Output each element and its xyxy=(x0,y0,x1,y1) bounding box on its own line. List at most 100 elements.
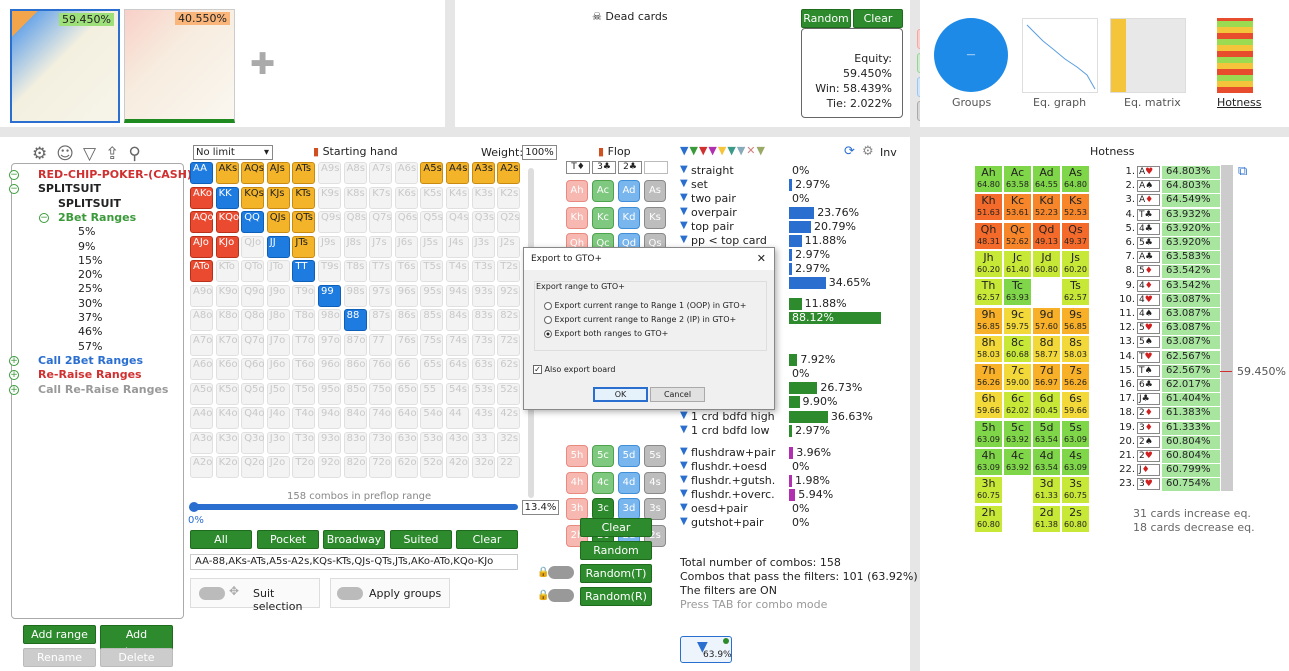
hotness-card[interactable]: 6d 60.45 xyxy=(1033,392,1060,419)
filter-label[interactable]: straight xyxy=(691,164,734,177)
hand-cell[interactable]: K7s xyxy=(369,186,393,209)
hand-cell[interactable]: 82s xyxy=(497,309,521,331)
hotness-card[interactable]: Ac 63.58 xyxy=(1004,166,1031,192)
expand-icon[interactable]: + xyxy=(9,370,19,381)
filter-teal-icon[interactable]: ▼ xyxy=(727,144,737,157)
filter-icon[interactable]: ▽ xyxy=(82,144,106,164)
flop-card-button[interactable]: As xyxy=(644,180,666,202)
hand-cell[interactable]: K6s xyxy=(394,186,418,209)
hotness-card[interactable]: 6h 59.66 xyxy=(975,392,1002,419)
hotness-card[interactable]: Ah 64.80 xyxy=(975,166,1002,192)
weight-input[interactable]: 100% xyxy=(522,145,557,160)
tab-hotness-label[interactable]: Hotness xyxy=(1217,96,1262,109)
hotness-card[interactable]: 4s 63.09 xyxy=(1062,449,1089,475)
hand-cell[interactable]: J9s xyxy=(318,235,341,258)
hotness-card[interactable]: Ad 64.55 xyxy=(1033,166,1060,192)
hand-cell[interactable]: A5s xyxy=(420,162,444,184)
filter-funnel-icon[interactable]: ▼ xyxy=(680,234,688,245)
flop-card-button[interactable]: Kc xyxy=(592,206,614,229)
tree-item[interactable]: RED-CHIP-POKER-(CASH) xyxy=(38,168,192,181)
flop-card-button[interactable]: Ah xyxy=(566,180,588,202)
hand-cell[interactable]: T5o xyxy=(292,382,316,405)
hand-cell[interactable]: J6o xyxy=(266,358,290,380)
popout-icon[interactable]: ⧉ xyxy=(1238,164,1248,179)
hand-cell[interactable]: A8o xyxy=(190,309,213,331)
refresh-icon[interactable]: ⟳ xyxy=(844,144,855,159)
hotness-card[interactable]: Kh 51.63 xyxy=(975,194,1002,221)
toggle-switch[interactable] xyxy=(199,587,225,600)
hand-cell[interactable]: 53o xyxy=(420,431,444,454)
hand-cell[interactable]: 73s xyxy=(471,333,495,356)
hand-cell[interactable]: 75s xyxy=(420,333,444,356)
hand-cell[interactable]: QJs xyxy=(266,211,290,233)
option-range1[interactable]: Export current range to Range 1 (OOP) in… xyxy=(544,301,746,310)
hand-cell[interactable]: 75o xyxy=(369,382,393,405)
filter-label[interactable]: 1 crd bdfd high xyxy=(691,410,775,423)
hand-cell[interactable]: 76s xyxy=(394,333,418,356)
hand-cell[interactable]: A3o xyxy=(190,431,213,454)
hotness-card[interactable]: Th 62.57 xyxy=(975,279,1002,306)
hand-cell[interactable]: 64s xyxy=(446,358,469,380)
lock-icon[interactable]: 🔒 xyxy=(537,590,550,601)
hand-cell[interactable]: 65o xyxy=(394,382,418,405)
hotness-card[interactable]: 7h 56.26 xyxy=(975,364,1002,391)
invert-label[interactable]: Inv xyxy=(880,146,897,159)
hand-cell[interactable]: Q9s xyxy=(318,211,341,233)
hand-cell[interactable]: A7o xyxy=(190,333,213,356)
hotness-card[interactable]: 5c 63.92 xyxy=(1004,420,1031,447)
tree-item[interactable]: 2Bet Ranges xyxy=(58,210,137,224)
filter-funnel-icon[interactable]: ▼ xyxy=(680,178,688,189)
expand-icon[interactable]: − xyxy=(9,184,19,195)
hand-cell[interactable]: K5s xyxy=(420,186,444,209)
hand-cell[interactable]: A7s xyxy=(369,162,393,184)
hand-cell[interactable]: J5o xyxy=(266,382,290,405)
filter-funnel-icon[interactable]: ▼ xyxy=(680,474,688,485)
hand-cell[interactable]: A2s xyxy=(497,162,521,184)
filter-lime-icon[interactable]: ▼ xyxy=(756,144,766,157)
hotness-card[interactable]: As 64.80 xyxy=(1062,166,1089,192)
hand-cell[interactable]: 33 xyxy=(471,431,495,454)
hand-cell[interactable]: 52s xyxy=(497,382,521,405)
lock-icon[interactable]: 🔒 xyxy=(537,567,550,578)
flop-card-button[interactable]: Ac xyxy=(592,180,614,202)
hand-cell[interactable]: T9s xyxy=(318,260,341,282)
hand-cell[interactable]: T8s xyxy=(343,260,367,282)
filter-funnel-icon[interactable]: ▼ xyxy=(680,460,688,471)
export-icon[interactable]: ⇪ xyxy=(105,144,129,164)
filter-label[interactable]: flushdr.+overc. xyxy=(691,488,775,501)
filter-label[interactable]: pp < top card xyxy=(691,234,767,247)
hotness-card[interactable]: 5h 63.09 xyxy=(975,420,1002,447)
hotness-card[interactable]: Ks 52.53 xyxy=(1062,194,1089,221)
hand-cell[interactable]: T2o xyxy=(292,456,316,478)
filter-label[interactable]: oesd+pair xyxy=(691,502,748,515)
hand-cell[interactable]: J4o xyxy=(266,407,290,429)
hotness-card[interactable]: Jh 60.20 xyxy=(975,250,1002,277)
hotness-card[interactable]: 2d 61.38 xyxy=(1033,505,1060,532)
hand-cell[interactable]: KTs xyxy=(292,186,316,209)
add-range-button[interactable]: Add range xyxy=(23,625,96,644)
hand-cell[interactable]: Q4o xyxy=(241,407,265,429)
hand-cell[interactable]: 43o xyxy=(446,431,469,454)
hand-cell[interactable]: 83o xyxy=(343,431,367,454)
hand-cell[interactable]: K9s xyxy=(318,186,341,209)
flop-clear-button[interactable]: Clear xyxy=(580,518,652,537)
hotness-card[interactable]: 4c 63.92 xyxy=(1004,449,1031,475)
tab-eq-matrix-label[interactable]: Eq. matrix xyxy=(1124,96,1181,109)
hand-cell[interactable]: 93o xyxy=(318,431,341,454)
hand-cell[interactable]: T3o xyxy=(292,431,316,454)
hotness-card[interactable]: Js 60.20 xyxy=(1062,250,1089,277)
flop-card-button[interactable]: Kd xyxy=(618,206,640,229)
filter-funnel-icon[interactable]: ▼ xyxy=(680,220,688,231)
hand-cell[interactable]: J8o xyxy=(266,309,290,331)
hand-cell[interactable]: 42s xyxy=(497,407,521,429)
hand-cell[interactable]: T8o xyxy=(292,309,316,331)
broadway-button[interactable]: Broadway xyxy=(323,530,385,549)
hand-cell[interactable]: 73o xyxy=(369,431,393,454)
hand-cell[interactable]: Q6o xyxy=(241,358,265,380)
hand-cell[interactable]: Q7s xyxy=(369,211,393,233)
tree-item[interactable]: 15% xyxy=(78,253,103,267)
tree-item[interactable]: 30% xyxy=(78,296,103,310)
flop-card-button[interactable]: 4c xyxy=(592,471,614,494)
filter-funnel-icon[interactable]: ▼ xyxy=(680,488,688,499)
hand-cell[interactable]: T4s xyxy=(446,260,469,282)
